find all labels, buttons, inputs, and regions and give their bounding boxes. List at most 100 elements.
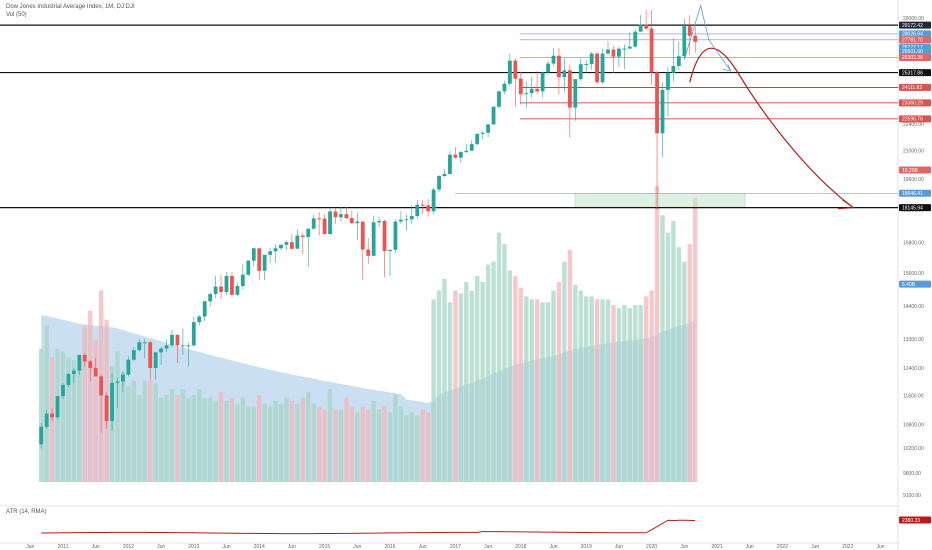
price-tag[interactable]: 24111.82 <box>899 83 931 91</box>
volume-bar <box>420 409 425 482</box>
candle-body <box>61 384 65 397</box>
volume-bar <box>278 403 284 482</box>
atr-line <box>41 519 696 535</box>
candle-body <box>328 211 332 235</box>
price-tag-label: 29172.42 <box>902 23 923 29</box>
price-tick-label: 15600.00 <box>903 271 924 277</box>
volume-bar <box>306 392 311 482</box>
candle-body <box>458 152 463 158</box>
price-tag-label: 25317.86 <box>902 70 923 76</box>
volume-bar <box>371 400 376 482</box>
price-tag[interactable]: 10.20B <box>899 166 931 174</box>
time-tick-label: 2023 <box>842 544 853 550</box>
volume-bar <box>415 415 420 482</box>
price-tag[interactable]: 29172.42 <box>899 21 931 29</box>
volume-bar <box>267 406 273 482</box>
candle-body <box>420 204 425 206</box>
volume-bar <box>327 389 333 482</box>
volume-bar <box>153 383 158 482</box>
candle-body <box>235 286 240 295</box>
candle-body <box>469 144 474 151</box>
volume-bar <box>126 386 131 482</box>
candle-body <box>404 219 409 221</box>
candle-body <box>50 413 54 418</box>
price-tick-label: 16800.00 <box>903 241 924 247</box>
candle-body <box>268 251 272 255</box>
volume-bar <box>622 305 627 482</box>
atr-value-tag[interactable]: 2380.33 <box>899 516 931 524</box>
price-tag[interactable]: 18646.41 <box>899 189 931 197</box>
volume-bar <box>88 310 93 482</box>
candle-body <box>55 396 60 418</box>
volume-bar <box>431 299 436 482</box>
volume-bar <box>251 406 256 482</box>
volume-bar <box>447 302 453 482</box>
price-tag[interactable]: 26501.60 <box>899 47 931 55</box>
volume-bar <box>197 389 202 482</box>
candle-body <box>159 348 163 353</box>
projection-curve[interactable] <box>689 47 854 209</box>
candle-body <box>360 221 365 250</box>
price-tag-label: 26302.36 <box>902 55 923 61</box>
time-tick-label: Jun <box>26 544 34 550</box>
price-tick-label: 9100.00 <box>903 493 921 499</box>
candle-body <box>377 220 381 223</box>
price-tag[interactable]: 27781.70 <box>899 36 931 44</box>
candle-body <box>486 124 490 133</box>
candle-body <box>104 395 109 422</box>
volume-bar <box>164 395 169 482</box>
price-tag[interactable]: 26302.36 <box>899 53 931 61</box>
volume-bar <box>545 302 551 482</box>
volume-bar <box>213 400 218 482</box>
volume-bar <box>186 397 191 482</box>
candle-body <box>578 64 583 80</box>
time-tick-label: 2015 <box>319 544 330 550</box>
volume-bar <box>316 406 322 482</box>
candle-body <box>687 26 692 36</box>
candle-body <box>121 374 125 382</box>
candle-body <box>39 426 44 445</box>
time-tick-label: Jun <box>288 544 296 550</box>
candle-body <box>88 361 93 368</box>
volume-bar <box>425 412 431 482</box>
volume-bar <box>551 290 556 482</box>
price-tick-label: 14400.00 <box>903 304 924 310</box>
volume-bar <box>169 389 175 482</box>
candle-body <box>115 381 120 383</box>
blue-path-arrow[interactable] <box>683 3 731 72</box>
candle-body <box>273 248 278 252</box>
candle-body <box>442 173 447 177</box>
candle-body <box>393 221 398 250</box>
candle-body <box>540 72 545 92</box>
candle-body <box>655 72 659 134</box>
price-axis[interactable] <box>898 0 932 550</box>
price-tag[interactable]: 28026.94 <box>899 30 931 38</box>
candle-body <box>77 354 82 371</box>
candle-body <box>513 60 518 79</box>
candle-body <box>606 49 610 54</box>
candle-body <box>676 56 681 66</box>
price-tag[interactable]: 6.40B <box>899 280 931 288</box>
price-tag[interactable]: 22596.76 <box>899 115 931 123</box>
price-tag[interactable]: 18145.94 <box>899 204 931 211</box>
candle-body <box>567 70 572 108</box>
price-tag[interactable]: 23360.29 <box>899 99 931 107</box>
volume-bar <box>180 389 186 482</box>
volume-bar <box>338 409 344 482</box>
volume-bar <box>404 415 409 482</box>
volume-bar <box>507 270 513 482</box>
time-tick-label: 2016 <box>384 544 395 550</box>
candle-body <box>202 301 207 317</box>
candle-body <box>300 235 305 238</box>
volume-bar <box>66 357 71 482</box>
volume-legend: Vol (50) <box>6 12 27 18</box>
candle-body <box>355 221 360 224</box>
volume-bar <box>687 244 692 482</box>
volume-bar <box>480 281 485 482</box>
candle-body <box>170 334 174 346</box>
candle-body <box>546 63 550 73</box>
price-tag[interactable]: 25317.86 <box>899 69 931 76</box>
time-tick-label: 2018 <box>515 544 526 550</box>
candle-body <box>437 176 441 190</box>
